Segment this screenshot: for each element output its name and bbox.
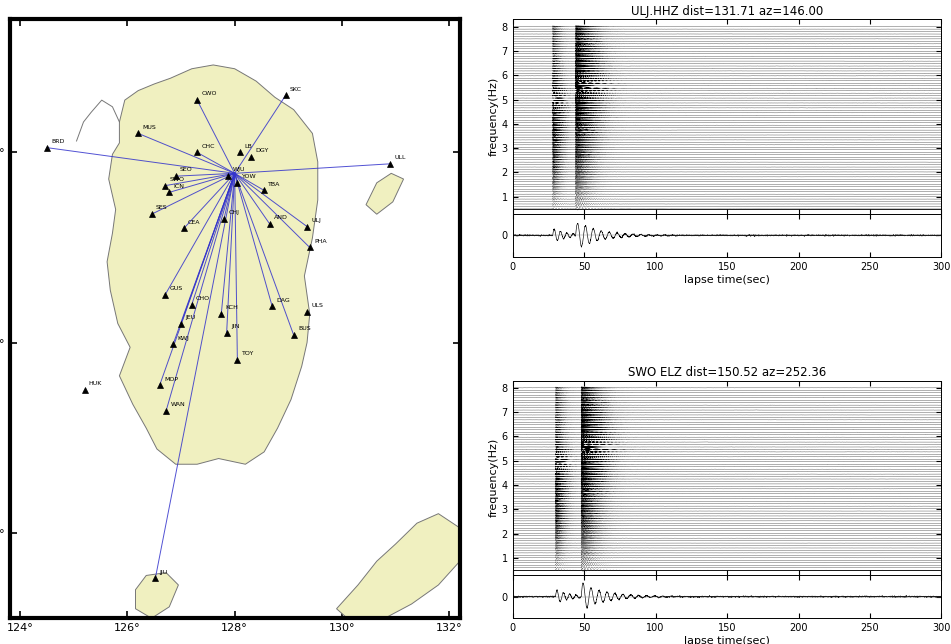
Title: ULJ.HHZ dist=131.71 az=146.00: ULJ.HHZ dist=131.71 az=146.00	[631, 5, 824, 18]
Text: LB: LB	[244, 144, 252, 149]
Text: KCH: KCH	[225, 305, 239, 310]
Y-axis label: frequency(Hz): frequency(Hz)	[489, 438, 498, 517]
Text: ULS: ULS	[311, 303, 323, 308]
Text: WJU: WJU	[233, 167, 245, 173]
Text: BUS: BUS	[298, 326, 311, 331]
Text: CHO: CHO	[196, 296, 210, 301]
Polygon shape	[107, 65, 318, 464]
Text: CEA: CEA	[188, 220, 201, 225]
Polygon shape	[135, 573, 179, 618]
Text: DAG: DAG	[277, 298, 290, 303]
Text: HUK: HUK	[88, 381, 102, 386]
Text: MOP: MOP	[164, 377, 178, 381]
Polygon shape	[337, 514, 460, 628]
Text: AND: AND	[274, 215, 288, 220]
Text: CHJ: CHJ	[228, 210, 240, 215]
Text: YOW: YOW	[242, 174, 256, 179]
Text: SWO: SWO	[169, 177, 184, 182]
Text: MUS: MUS	[143, 124, 156, 129]
Text: JEU: JEU	[185, 315, 196, 319]
Text: DGY: DGY	[255, 148, 268, 153]
X-axis label: lapse time(sec): lapse time(sec)	[684, 636, 770, 644]
Text: PHA: PHA	[314, 239, 326, 243]
Text: SEO: SEO	[180, 167, 193, 173]
Text: BRD: BRD	[51, 139, 65, 144]
X-axis label: lapse time(sec): lapse time(sec)	[684, 274, 770, 285]
Text: CWO: CWO	[202, 91, 217, 97]
Title: SWO ELZ dist=150.52 az=252.36: SWO ELZ dist=150.52 az=252.36	[628, 366, 826, 379]
Text: TOY: TOY	[242, 351, 254, 356]
Text: TBA: TBA	[268, 182, 281, 187]
Text: SES: SES	[156, 205, 167, 211]
Text: ICN: ICN	[174, 184, 184, 189]
Text: KWJ: KWJ	[177, 336, 189, 341]
Polygon shape	[366, 173, 403, 214]
Text: ULJ: ULJ	[311, 218, 321, 223]
Text: ULL: ULL	[395, 155, 406, 160]
Text: SKC: SKC	[290, 86, 301, 91]
Text: CHC: CHC	[202, 144, 215, 149]
Text: JIN: JIN	[231, 324, 240, 329]
Text: JJU: JJU	[160, 569, 168, 574]
Text: GUS: GUS	[169, 286, 183, 291]
Text: WAN: WAN	[170, 402, 185, 407]
Y-axis label: frequency(Hz): frequency(Hz)	[489, 77, 498, 156]
